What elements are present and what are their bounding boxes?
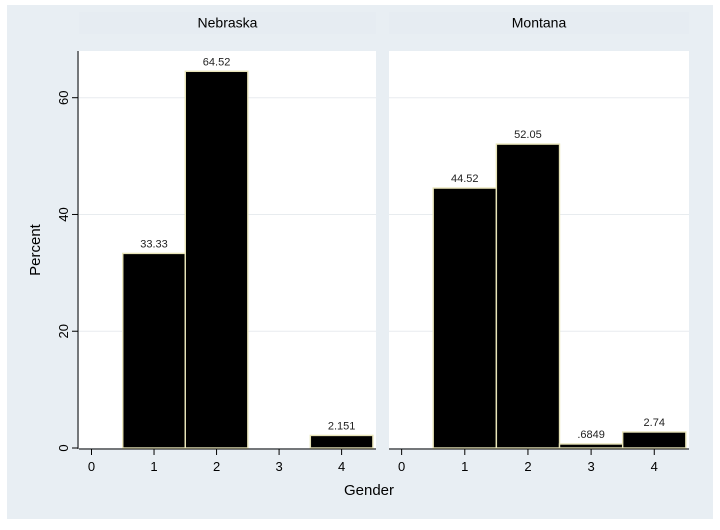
bar [621,431,687,449]
bar [432,187,498,449]
bar [184,70,249,449]
x-tick-label: 1 [461,459,468,474]
y-tick-label: 20 [56,324,71,338]
bar-value-label: 44.52 [451,173,479,185]
bar [309,434,374,449]
bar-value-label: 52.05 [514,129,542,141]
y-axis-title: Percent [27,223,44,276]
x-tick-label: 4 [651,459,658,474]
panel-header-0 [79,12,376,34]
y-tick-label: 40 [56,207,71,221]
x-tick-label: 4 [338,459,345,474]
bar-value-label: 33.33 [140,238,168,250]
bar [558,443,624,449]
y-tick-label: 0 [56,444,71,451]
bar-value-label: 64.52 [203,56,231,68]
x-tick-label: 3 [587,459,594,474]
x-tick-label: 0 [398,459,405,474]
panel-title-1: Montana [512,15,567,31]
x-tick-label: 2 [524,459,531,474]
bar-value-label: 2.74 [644,417,665,429]
panel-title-0: Nebraska [198,15,258,31]
bar [122,252,186,449]
panel-header-1 [389,12,689,34]
x-tick-label: 2 [213,459,220,474]
bar-value-label: 2.151 [328,420,356,432]
bar-value-label: .6849 [577,429,605,441]
bar [495,143,561,449]
x-tick-label: 0 [88,459,95,474]
x-tick-label: 3 [275,459,282,474]
y-tick-label: 60 [56,90,71,104]
x-axis-title: Gender [344,482,394,499]
x-tick-label: 1 [150,459,157,474]
